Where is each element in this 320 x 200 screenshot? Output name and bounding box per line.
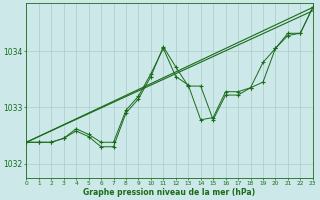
X-axis label: Graphe pression niveau de la mer (hPa): Graphe pression niveau de la mer (hPa) [84,188,256,197]
